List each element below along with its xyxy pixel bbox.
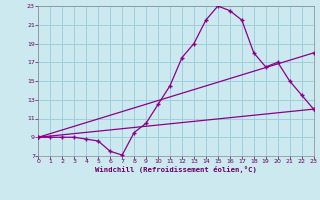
X-axis label: Windchill (Refroidissement éolien,°C): Windchill (Refroidissement éolien,°C) bbox=[95, 166, 257, 173]
